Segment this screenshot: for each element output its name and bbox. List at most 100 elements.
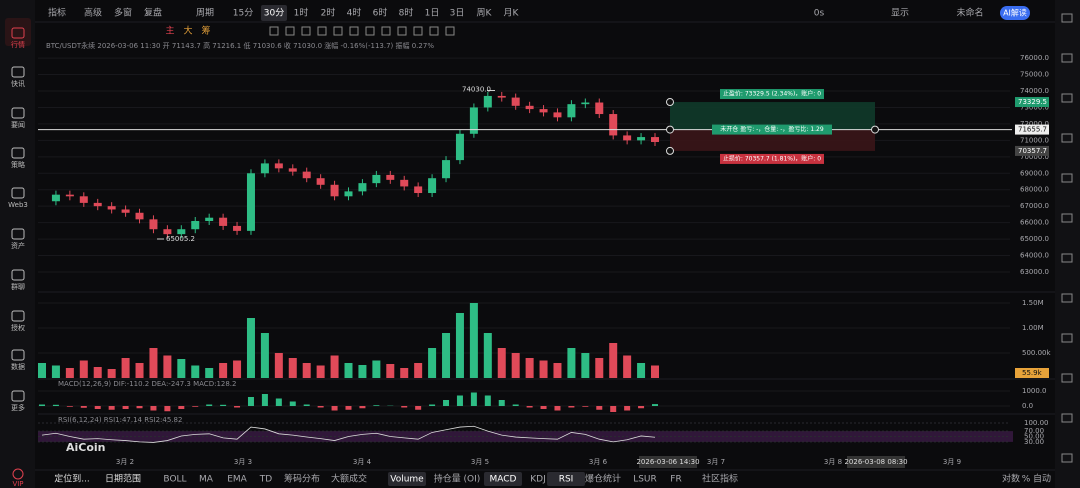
- ai-button[interactable]: AI解读: [1003, 8, 1027, 18]
- right-icon[interactable]: [1061, 373, 1073, 383]
- indicator[interactable]: 持仓量 (OI): [434, 473, 481, 485]
- indicator[interactable]: 爆仓统计: [585, 473, 621, 485]
- period[interactable]: 4时: [347, 7, 362, 19]
- handle[interactable]: [666, 98, 674, 107]
- indicator[interactable]: 大额成交: [331, 473, 367, 485]
- toolbar-right[interactable]: 显示: [891, 8, 909, 19]
- period[interactable]: 周K: [477, 8, 493, 19]
- toolbar-item[interactable]: 指标: [48, 7, 66, 19]
- vip-label[interactable]: VIP: [12, 480, 23, 488]
- right-icon[interactable]: [1061, 53, 1073, 63]
- toolbar-item[interactable]: 多窗: [114, 7, 132, 19]
- sidebar-icon[interactable]: [11, 107, 25, 119]
- period[interactable]: 2时: [321, 7, 336, 19]
- bottom-right[interactable]: %: [1022, 475, 1031, 485]
- indicator[interactable]: Volume: [390, 475, 424, 485]
- draw-icon[interactable]: [365, 26, 375, 36]
- handle[interactable]: [666, 125, 674, 134]
- indicator[interactable]: RSI: [559, 475, 574, 485]
- indicator[interactable]: 社区指标: [702, 473, 738, 485]
- sidebar-label[interactable]: 更多: [11, 403, 25, 412]
- volume-bar: [372, 360, 381, 378]
- draw-icon[interactable]: [381, 26, 391, 36]
- right-icon[interactable]: [1061, 13, 1073, 23]
- indicator[interactable]: LSUR: [633, 475, 657, 485]
- draw-tool[interactable]: 大: [183, 25, 192, 37]
- right-icon[interactable]: [1061, 333, 1073, 343]
- sidebar-icon[interactable]: [11, 310, 25, 322]
- right-icon[interactable]: [1061, 293, 1073, 303]
- right-icon[interactable]: [1061, 93, 1073, 103]
- volume-bar: [442, 333, 451, 378]
- toolbar-item[interactable]: 高级: [84, 7, 102, 19]
- period[interactable]: 8时: [399, 7, 414, 19]
- period[interactable]: 1时: [294, 7, 309, 19]
- right-icon[interactable]: [1061, 173, 1073, 183]
- sidebar-icon[interactable]: [11, 147, 25, 159]
- right-icon[interactable]: [1061, 213, 1073, 223]
- right-icon[interactable]: [1061, 133, 1073, 143]
- period[interactable]: 3日: [450, 8, 465, 19]
- sidebar-icon[interactable]: [11, 269, 25, 281]
- indicator[interactable]: KDJ: [530, 475, 546, 485]
- right-icon[interactable]: [1061, 413, 1073, 423]
- indicator[interactable]: 筹码分布: [284, 473, 320, 485]
- period[interactable]: 30分: [264, 8, 284, 19]
- draw-icon[interactable]: [445, 26, 455, 36]
- indicator[interactable]: MA: [199, 475, 214, 485]
- sidebar-label[interactable]: 策略: [11, 160, 25, 169]
- indicator[interactable]: EMA: [227, 475, 247, 485]
- right-icon[interactable]: [1061, 253, 1073, 263]
- draw-icon[interactable]: [333, 26, 343, 36]
- indicator[interactable]: BOLL: [163, 475, 186, 485]
- sidebar-label[interactable]: 快讯: [11, 79, 25, 88]
- toolbar-item[interactable]: 复盘: [144, 7, 162, 19]
- handle[interactable]: [871, 125, 879, 134]
- bottom-right[interactable]: 对数: [1002, 473, 1020, 485]
- volume-bar: [497, 348, 506, 378]
- draw-icon[interactable]: [301, 26, 311, 36]
- period[interactable]: 1日: [425, 8, 440, 19]
- toolbar-right[interactable]: 0s: [814, 9, 825, 19]
- vip-icon[interactable]: [12, 468, 24, 480]
- right-icon[interactable]: [1061, 453, 1073, 463]
- period[interactable]: 6时: [373, 7, 388, 19]
- draw-icon[interactable]: [317, 26, 327, 36]
- bottom-left[interactable]: 日期范围: [105, 473, 141, 485]
- logo: AiCoin: [66, 441, 106, 454]
- sidebar-icon[interactable]: [11, 66, 25, 78]
- bottom-right[interactable]: 自动: [1033, 473, 1051, 485]
- sidebar-icon[interactable]: [11, 390, 25, 402]
- sidebar-label[interactable]: 数据: [11, 362, 25, 371]
- indicator[interactable]: TD: [259, 475, 272, 485]
- draw-icon[interactable]: [413, 26, 423, 36]
- sidebar-icon[interactable]: [11, 349, 25, 361]
- sidebar-label[interactable]: Web3: [8, 201, 28, 209]
- price-tag-label: 70357.7: [1018, 147, 1047, 155]
- ai-button-bg[interactable]: [1000, 6, 1030, 20]
- sidebar-label[interactable]: 行情: [11, 40, 25, 49]
- toolbar-right[interactable]: 未命名: [956, 7, 983, 19]
- sidebar-label[interactable]: 资产: [11, 241, 25, 250]
- toolbar-period[interactable]: 周期: [196, 8, 214, 19]
- sidebar-label[interactable]: 授权: [11, 323, 25, 332]
- draw-icon[interactable]: [349, 26, 359, 36]
- period[interactable]: 月K: [504, 8, 520, 19]
- draw-icon[interactable]: [429, 26, 439, 36]
- draw-tool[interactable]: 筹: [201, 25, 210, 37]
- sidebar-label[interactable]: 要闻: [11, 120, 25, 129]
- handle[interactable]: [666, 146, 674, 155]
- draw-tool[interactable]: 主: [165, 25, 174, 37]
- sidebar-label[interactable]: 群聊: [11, 282, 25, 291]
- sidebar-icon[interactable]: [11, 228, 25, 240]
- sidebar-icon[interactable]: [11, 27, 25, 39]
- draw-icon[interactable]: [285, 26, 295, 36]
- indicator[interactable]: MACD: [490, 475, 517, 485]
- indicator[interactable]: FR: [670, 475, 681, 485]
- sidebar-icon[interactable]: [11, 187, 25, 199]
- draw-icon[interactable]: [269, 26, 279, 36]
- draw-icon[interactable]: [397, 26, 407, 36]
- bottom-left[interactable]: 定位到...: [54, 473, 90, 485]
- period[interactable]: 15分: [233, 8, 253, 19]
- y-tick-label: 1000.0: [1022, 387, 1047, 395]
